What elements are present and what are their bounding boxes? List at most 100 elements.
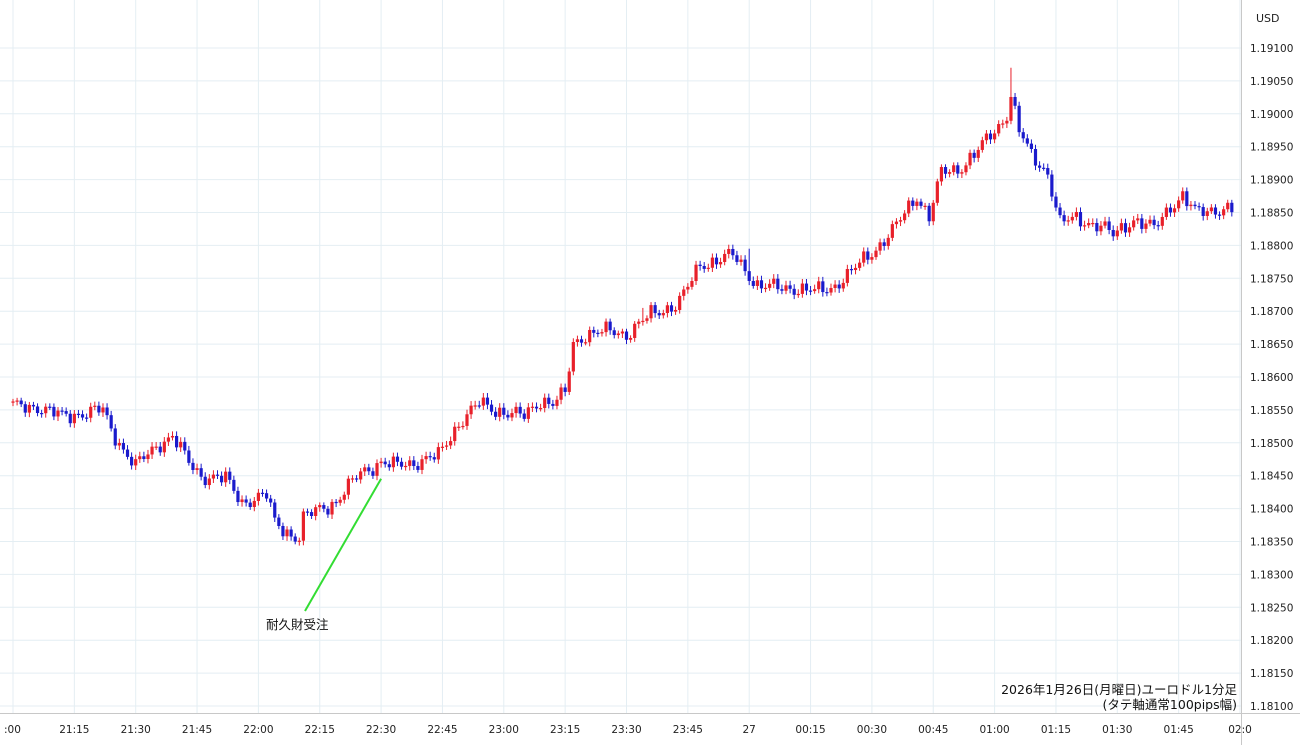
candle-body (584, 342, 588, 344)
candle-body (571, 342, 575, 372)
candle-body (269, 498, 273, 503)
candle-body (31, 404, 36, 407)
candle-body (485, 397, 490, 405)
price-tick-label: 1.18550 (1250, 405, 1293, 417)
candle-body (710, 257, 714, 268)
candle-body (444, 445, 449, 447)
candle-body (788, 285, 792, 289)
candle-body (1172, 208, 1177, 213)
chart-note-line-1: 2026年1月26日(月曜日)ユーロドル1分足 (1001, 682, 1237, 697)
candle-body (11, 401, 15, 403)
candle-body (543, 397, 547, 409)
candle-body (158, 446, 162, 453)
time-tick-label: 21:30 (121, 724, 151, 736)
time-tick-label: 23:15 (550, 724, 580, 736)
candle-body (379, 461, 383, 464)
candle-body (731, 248, 735, 256)
candle-body (252, 500, 256, 508)
candle-body (518, 406, 522, 414)
candle-body (1168, 207, 1173, 213)
time-tick-label: 00:15 (795, 724, 825, 736)
candle-body (845, 269, 849, 283)
candle-body (882, 242, 886, 246)
candle-body (866, 251, 870, 260)
candle-body (97, 405, 101, 413)
candle-body (318, 505, 322, 508)
candle-body (354, 478, 359, 480)
candle-body (371, 471, 375, 476)
candle-body (297, 540, 301, 542)
candle-body (956, 165, 960, 174)
candle-body (555, 399, 559, 406)
candle-body (236, 490, 240, 503)
candle-body (1042, 167, 1046, 169)
candle-body (522, 413, 526, 419)
candle-body (723, 253, 727, 262)
price-axis-ticks: 1.18100 1.18150 1.18200 1.18250 1.18300 1.183… (1250, 43, 1293, 713)
time-axis-ticks: :00 21:15 21:30 21:45 22:00 22:15 22:30 22:45 23… (4, 724, 1252, 736)
candle-body (1046, 168, 1050, 175)
chart-note-line-2: (タテ軸通常100pips幅) (1103, 697, 1237, 712)
candle-body (432, 457, 436, 460)
candle-body (1082, 225, 1087, 227)
candle-body (346, 478, 350, 495)
candle-body (952, 165, 956, 173)
candle-body (653, 305, 657, 314)
candle-body (727, 248, 731, 254)
annotation: 耐久財受注 (266, 478, 382, 632)
time-tick-label: 23:45 (673, 724, 703, 736)
candle-body (616, 333, 620, 336)
price-tick-label: 1.19000 (1250, 109, 1293, 121)
price-tick-label: 1.18600 (1250, 372, 1293, 384)
candle-body (428, 456, 432, 458)
candle-body (457, 426, 461, 428)
candle-body (1164, 207, 1168, 217)
candle-body (35, 406, 40, 414)
candle-body (755, 280, 759, 286)
candle-body (375, 463, 379, 476)
candle-body (858, 262, 862, 268)
candle-body (342, 494, 346, 500)
candle-body (1021, 132, 1025, 139)
candle-body (359, 471, 363, 480)
candle-body (314, 507, 318, 516)
candle-body (964, 165, 968, 173)
candle-body (420, 459, 424, 470)
candle-body (232, 479, 236, 491)
candle-body (27, 404, 31, 413)
candle-body (399, 461, 404, 467)
candle-body (1070, 216, 1074, 221)
candle-body (502, 407, 506, 415)
candle-body (768, 283, 772, 288)
candle-body (64, 411, 68, 414)
candle-body (1160, 216, 1164, 226)
candle-body (1230, 202, 1234, 213)
candle-body (706, 267, 710, 269)
candle-body (1205, 211, 1209, 216)
candle-body (72, 413, 76, 424)
candle-body (40, 413, 44, 415)
time-tick-label: 01:15 (1041, 724, 1071, 736)
candle-body (993, 133, 997, 140)
candle-body (624, 331, 629, 340)
candle-body (911, 200, 915, 206)
candle-body (289, 529, 293, 537)
candle-body (665, 305, 669, 314)
candle-body (162, 441, 166, 453)
candle-body (960, 172, 964, 174)
candle-body (612, 330, 616, 336)
candle-body (547, 397, 551, 404)
candle-body (130, 456, 134, 466)
candle-body (628, 337, 633, 340)
candle-body (620, 331, 625, 334)
time-tick-label: 22:00 (243, 724, 273, 736)
candle-body (1066, 220, 1070, 222)
candle-body (915, 201, 919, 206)
gridlines (0, 0, 1241, 713)
candle-body (792, 288, 796, 295)
candle-body (649, 305, 653, 319)
candle-body (1017, 105, 1021, 133)
candle-body (821, 281, 825, 293)
candle-body (211, 474, 216, 479)
